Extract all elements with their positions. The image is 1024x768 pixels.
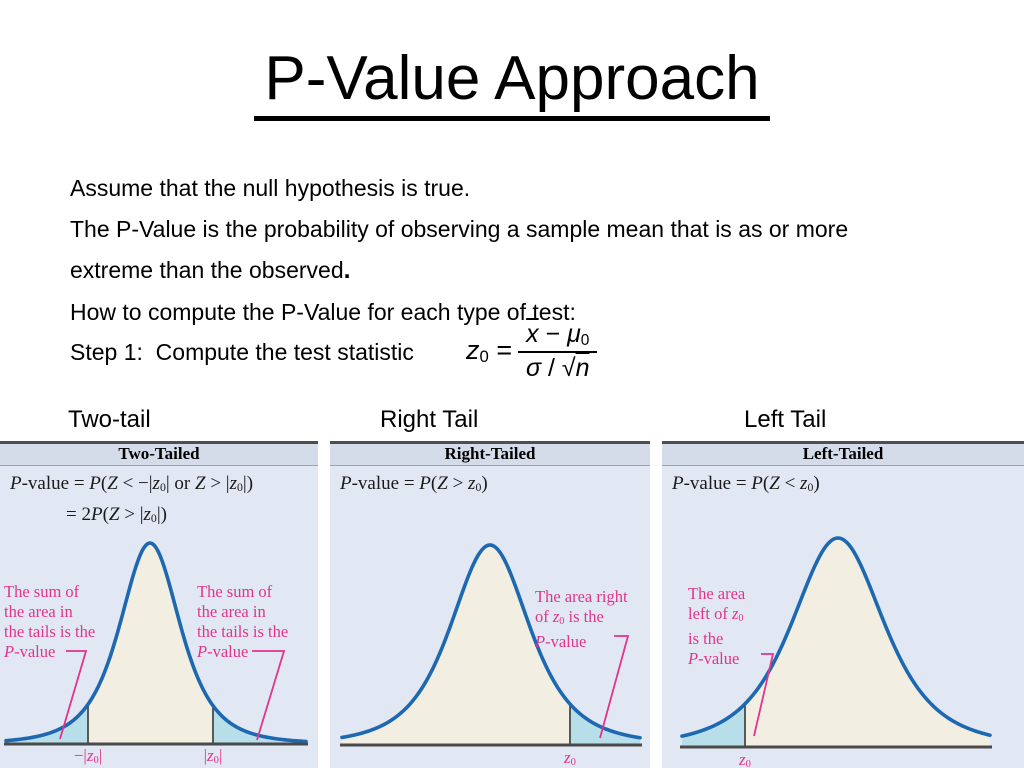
annotation-left-tail: The sum of the area in the tails is the P-v…: [4, 582, 96, 661]
left-tailed-normal-curve: [680, 536, 992, 749]
annotation-right-tail: The area right of z0 is the P-value: [535, 587, 628, 651]
formula-line-2: = 2P(Z > |z0|): [66, 504, 167, 526]
right-tailed-normal-curve: [340, 543, 642, 747]
axis-label-neg-abs-z0: −|z0|: [73, 746, 103, 766]
panel-two-tailed: Two-Tailed P-value = P(Z < −|z0| or Z > …: [0, 441, 318, 768]
panel-top-rule: [330, 441, 650, 444]
test-statistic-equation: z0 = x − μ0 σ / √n: [466, 320, 598, 382]
panel-formula-two-tailed: P-value = P(Z < −|z0| or Z > |z0|) = 2P(…: [10, 470, 253, 532]
section-label-two-tail: Two-tail: [68, 406, 151, 433]
panel-header-left-tailed: Left-Tailed: [662, 443, 1024, 466]
panel-top-rule: [0, 441, 318, 444]
two-tailed-normal-curve: [4, 541, 308, 746]
annotation-left-tail: The area left of z0 is the P-value: [688, 584, 746, 668]
axis-label-abs-z0: |z0|: [203, 746, 223, 766]
formula-line-1: P-value = P(Z < z0): [672, 473, 820, 495]
body-line-step-1: Step 1: Compute the test statistic: [70, 339, 414, 365]
body-line-how-to: How to compute the P-Value for each type…: [70, 299, 576, 325]
panel-left-tailed: Left-Tailed P-value = P(Z < z0) The area…: [662, 441, 1024, 768]
panel-top-rule: [662, 441, 1024, 444]
body-line-assumption: Assume that the null hypothesis is true.: [70, 175, 471, 201]
equation-denominator: σ / √n: [525, 353, 590, 382]
axis-label-z0: z0: [564, 748, 576, 768]
equation-numerator: x − μ0: [518, 320, 598, 353]
formula-line-1: P-value = P(Z > z0): [340, 473, 488, 495]
slide-title: P-Value Approach: [254, 45, 770, 121]
formula-line-1: P-value = P(Z < −|z0| or Z > |z0|): [10, 473, 254, 495]
body-line-definition-1: The P-Value is the probability of observ…: [70, 216, 849, 242]
panel-right-tailed: Right-Tailed P-value = P(Z > z0) The are…: [330, 441, 650, 768]
annotation-right-tail: The sum of the area in the tails is the P-v…: [197, 582, 289, 661]
equation-fraction: x − μ0 σ / √n: [518, 320, 598, 382]
section-label-right-tail: Right Tail: [380, 406, 479, 433]
panel-formula-right-tailed: P-value = P(Z > z0): [340, 470, 488, 501]
body-line-definition-2: extreme than the observed.: [70, 257, 351, 284]
panel-header-right-tailed: Right-Tailed: [330, 443, 650, 466]
equation-lhs: z0 =: [466, 335, 513, 367]
axis-label-z0: z0: [739, 750, 751, 768]
section-label-left-tail: Left Tail: [744, 406, 827, 433]
slide-title-wrap: P-Value Approach: [0, 45, 1024, 121]
panel-formula-left-tailed: P-value = P(Z < z0): [672, 470, 820, 501]
panel-header-two-tailed: Two-Tailed: [0, 443, 318, 466]
